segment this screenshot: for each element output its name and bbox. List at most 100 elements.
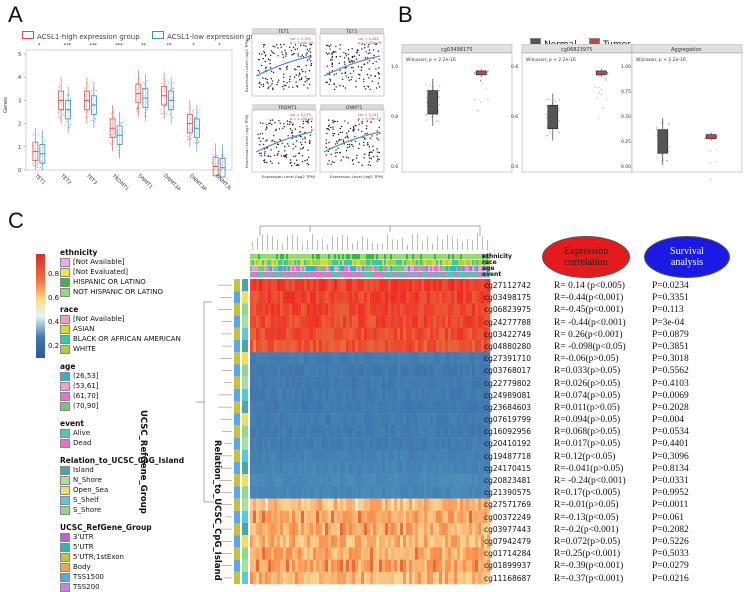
significance-mark: * <box>192 43 195 49</box>
heatmap-cell <box>343 413 347 426</box>
heatmap-cell <box>376 474 380 487</box>
heatmap-cell <box>289 291 293 304</box>
heatmap-cell <box>451 401 455 414</box>
heatmap-cell <box>442 559 446 572</box>
scatter-point <box>350 66 353 69</box>
scatter-point <box>290 132 293 134</box>
annotation-cell <box>382 254 385 260</box>
expression-value: R= -0.24(p<0.001) <box>554 476 626 486</box>
heatmap-cell <box>406 327 410 341</box>
heatmap-cell <box>307 364 311 377</box>
heatmap-cell <box>466 486 470 499</box>
heatmap-cell <box>298 352 302 365</box>
heatmap-cell <box>469 279 473 292</box>
heatmap-cell <box>475 510 479 524</box>
heatmap-cell <box>436 401 440 414</box>
scatter-point <box>260 83 262 86</box>
heatmap-cell <box>481 437 485 450</box>
heatmap-cell <box>322 462 326 475</box>
heatmap-cell <box>460 474 464 487</box>
heatmap-cell <box>415 510 419 524</box>
annotation-cell <box>484 254 487 260</box>
heatmap-cell <box>319 364 323 377</box>
scatter-point <box>304 76 307 78</box>
legend-title-relation_to_ucsc_cpg_island: Relation_to_UCSC_CpG_Island <box>60 456 185 465</box>
sample-point <box>482 82 484 84</box>
refgene-cell <box>234 474 240 487</box>
heatmap-cell <box>352 340 356 353</box>
heatmap-cell <box>379 498 383 511</box>
annotation-cell <box>468 272 471 278</box>
annotation-cell <box>362 272 365 278</box>
annotation-cell <box>266 272 269 278</box>
heatmap-cell <box>319 449 323 463</box>
heatmap-cell <box>253 547 257 560</box>
heatmap-cell <box>346 340 350 353</box>
annotation-cell <box>278 254 281 260</box>
scatter-point <box>343 61 346 63</box>
scatter-point <box>291 137 294 140</box>
heatmap-cell <box>253 523 257 536</box>
heatmap-cell <box>475 401 479 414</box>
heatmap-cell <box>364 279 368 292</box>
heatmap-cell <box>385 303 389 316</box>
heatmap-cell <box>280 413 284 426</box>
heatmap-cell <box>313 474 317 487</box>
sample-point <box>668 123 670 125</box>
annotation-cell <box>344 254 347 260</box>
heatmap-cell <box>403 449 407 463</box>
heatmap-cell <box>442 486 446 499</box>
heatmap-cell <box>463 327 467 341</box>
legend-label: (26,53] <box>73 372 99 380</box>
heatmap-cell <box>433 559 437 572</box>
heatmap-cell <box>274 559 278 572</box>
heatmap-cell <box>430 291 434 304</box>
heatmap-cell <box>484 401 488 414</box>
heatmap-cell <box>349 279 353 292</box>
heatmap-cell <box>349 437 353 450</box>
heatmap-cell <box>286 571 290 585</box>
heatmap-cell <box>319 559 323 572</box>
heatmap-cell <box>427 523 431 536</box>
sample-point <box>474 71 476 73</box>
jitter-point <box>37 166 39 168</box>
heatmap-cell <box>358 547 362 560</box>
heatmap-cell <box>412 425 416 438</box>
heatmap-cell <box>454 315 458 328</box>
heatmap-cell <box>457 571 461 585</box>
heatmap-cell <box>295 401 299 414</box>
heatmap-cell <box>301 340 305 353</box>
scatter-point <box>274 46 276 48</box>
annotation-cell <box>310 272 313 278</box>
heatmap-cell <box>469 303 473 316</box>
heatmap-cell <box>352 364 356 377</box>
heatmap-cell <box>469 449 473 463</box>
annotation-cell <box>308 260 311 266</box>
heatmap-cell <box>292 559 296 572</box>
heatmap-cell <box>295 449 299 463</box>
annotation-cell <box>284 272 287 278</box>
heatmap-cell <box>454 547 458 560</box>
heatmap-cell <box>349 571 353 585</box>
heatmap-cell <box>292 486 296 499</box>
heatmap-cell <box>460 352 464 365</box>
heatmap-cell <box>400 413 404 426</box>
scatter-point <box>296 164 299 166</box>
scatter-point <box>264 44 266 46</box>
sample-point <box>656 156 658 158</box>
heatmap-cell <box>433 364 437 377</box>
scatter-point <box>301 54 303 56</box>
heatmap-cell <box>466 510 470 524</box>
scatter-point <box>311 129 313 131</box>
heatmap-cell <box>487 571 491 585</box>
heatmap-cell <box>316 486 320 499</box>
scatter-point <box>283 73 285 75</box>
scatter-point <box>263 152 266 155</box>
annotation-cell <box>380 272 383 278</box>
panel-b-letter: B <box>398 2 413 27</box>
heatmap-cell <box>448 315 452 328</box>
legend-label: (70,90] <box>73 402 99 410</box>
scatter-point <box>276 44 278 46</box>
heatmap-cell <box>286 327 290 341</box>
heatmap-cell <box>301 535 305 548</box>
